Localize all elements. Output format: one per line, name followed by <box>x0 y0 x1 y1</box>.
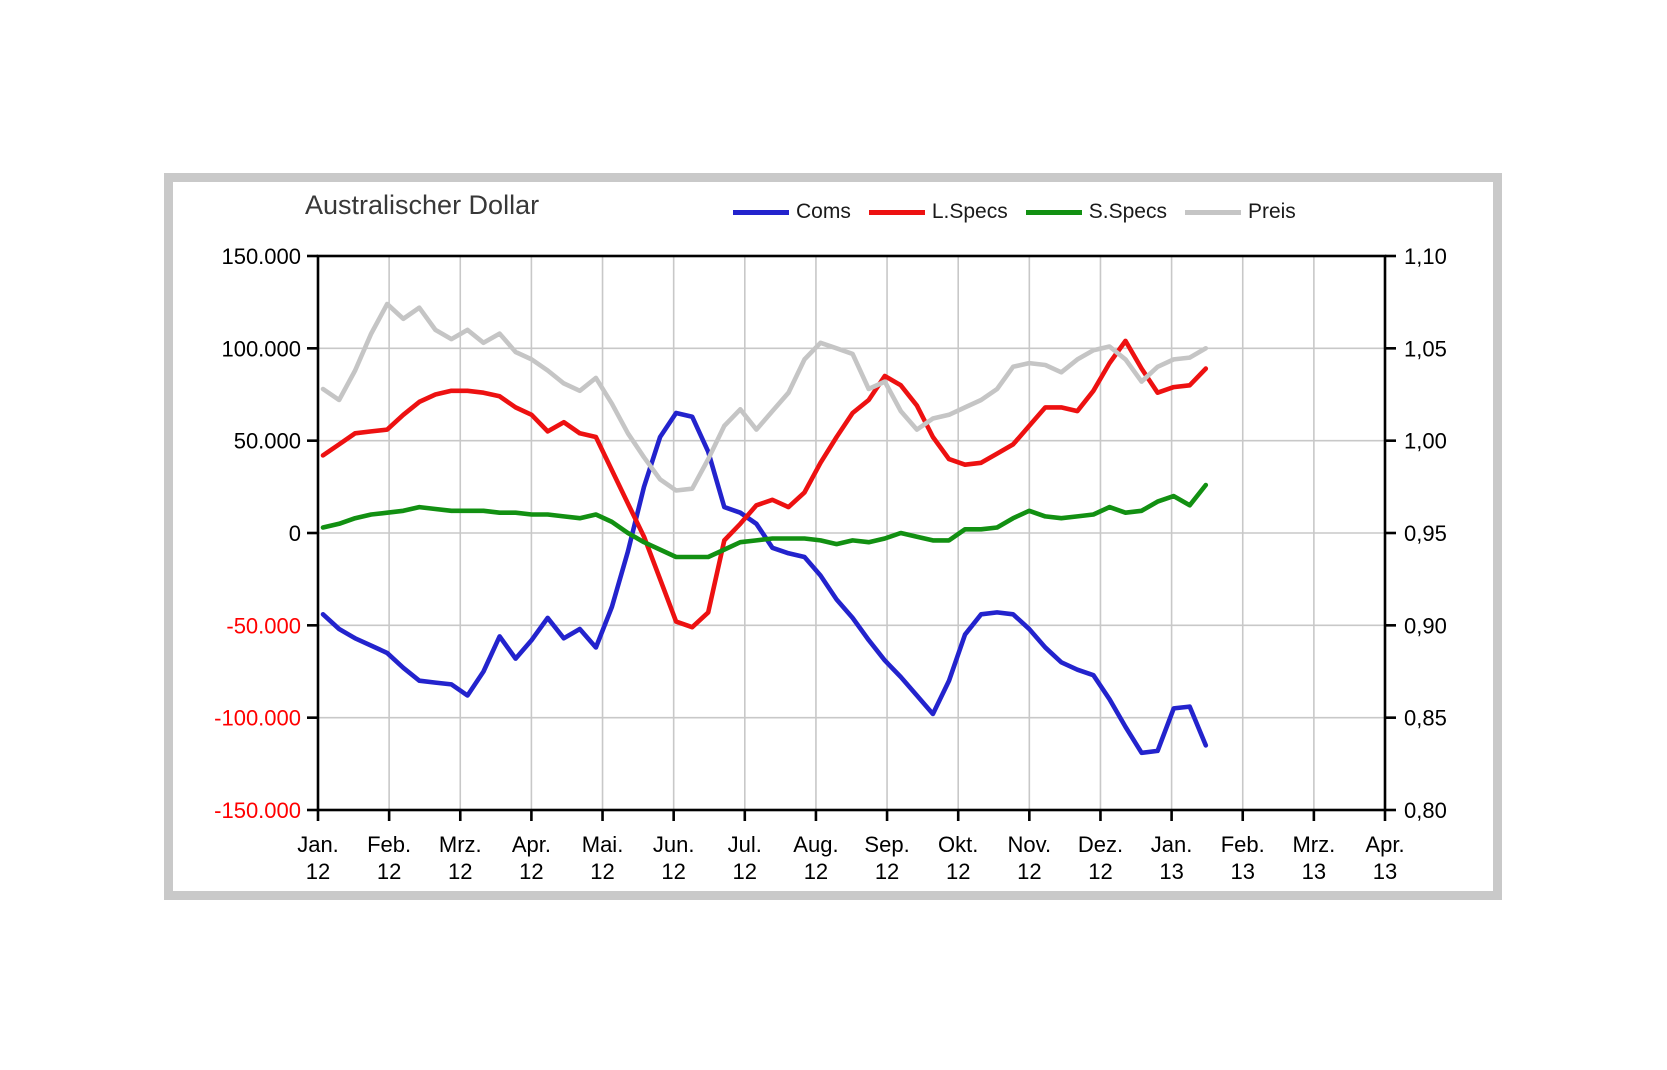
x-axis-label-year: 12 <box>306 859 330 884</box>
right-axis-label: 1,10 <box>1404 244 1447 269</box>
right-axis-label: 0,90 <box>1404 613 1447 638</box>
left-axis-label: -150.000 <box>214 798 301 823</box>
left-axis-label: 150.000 <box>221 244 301 269</box>
x-axis-label-month: Mrz. <box>439 832 482 857</box>
x-axis-label-year: 12 <box>946 859 970 884</box>
right-axis-label: 0,85 <box>1404 706 1447 731</box>
legend-swatch-lspecs <box>868 209 925 215</box>
x-axis-label-month: Aug. <box>793 832 838 857</box>
series-line-coms <box>320 410 1209 756</box>
series-line-sspecs <box>320 482 1209 560</box>
x-axis-label-month: Feb. <box>1221 832 1265 857</box>
legend-swatch-sspecs <box>1025 209 1082 215</box>
x-axis-label-year: 12 <box>1017 859 1041 884</box>
right-axis-label: 0,80 <box>1404 798 1447 823</box>
left-axis-label: 50.000 <box>234 429 301 454</box>
legend-label: S.Specs <box>1088 200 1167 223</box>
legend-item-sspecs: S.Specs <box>1025 200 1167 224</box>
x-axis-label-year: 13 <box>1230 859 1254 884</box>
x-axis-label-year: 12 <box>804 859 828 884</box>
x-axis-label-month: Dez. <box>1078 832 1123 857</box>
x-axis-label-month: Jul. <box>728 832 762 857</box>
legend-swatch-preis <box>1184 209 1241 215</box>
plot-area: 150.000 100.000 50.000 0 -50.000 -100.000 -150… <box>214 244 1447 884</box>
x-axis-label-year: 12 <box>1088 859 1112 884</box>
right-axis-label: 1,00 <box>1404 429 1447 454</box>
series-line-lspecs <box>320 338 1209 630</box>
left-axis-label: 0 <box>289 521 301 546</box>
x-axis-label-month: Jun. <box>653 832 695 857</box>
legend-label: L.Specs <box>931 200 1008 223</box>
x-axis-label-year: 13 <box>1302 859 1326 884</box>
right-axis-label: 0,95 <box>1404 521 1447 546</box>
x-axis-label-month: Apr. <box>512 832 551 857</box>
legend-item-lspecs: L.Specs <box>868 200 1008 224</box>
legend-item-coms: Coms <box>733 200 851 224</box>
legend-label: Coms <box>796 200 851 223</box>
left-axis-label: -100.000 <box>214 706 301 731</box>
chart-panel: Australischer Dollar Coms L.Specs S.Specs P… <box>164 173 1502 900</box>
right-axis-label: 1,05 <box>1404 336 1447 361</box>
x-axis-label-year: 12 <box>519 859 543 884</box>
left-axis-label: 100.000 <box>221 336 301 361</box>
x-axis-label-year: 13 <box>1373 859 1397 884</box>
chart-panel-inner: Australischer Dollar Coms L.Specs S.Specs P… <box>173 182 1493 891</box>
series-line-preis <box>320 301 1209 493</box>
legend-item-preis: Preis <box>1184 200 1296 224</box>
chart-title: Australischer Dollar <box>305 190 540 220</box>
x-axis-label-year: 12 <box>733 859 757 884</box>
x-axis-label-month: Okt. <box>938 832 978 857</box>
legend-label: Preis <box>1247 200 1296 223</box>
x-axis-label-year: 12 <box>590 859 614 884</box>
x-axis-label-year: 12 <box>377 859 401 884</box>
x-axis-label-month: Mai. <box>582 832 624 857</box>
legend: Coms L.Specs S.Specs Preis <box>733 200 1306 224</box>
x-axis-label-year: 12 <box>448 859 472 884</box>
x-axis-label-month: Apr. <box>1365 832 1404 857</box>
left-axis-label: -50.000 <box>226 613 301 638</box>
x-axis-label-month: Nov. <box>1008 832 1052 857</box>
x-axis-label-year: 13 <box>1159 859 1183 884</box>
x-axis-label-month: Sep. <box>864 832 909 857</box>
x-axis-label-month: Jan. <box>1151 832 1193 857</box>
x-axis-label-month: Mrz. <box>1292 832 1335 857</box>
x-axis-label-month: Feb. <box>367 832 411 857</box>
legend-swatch-coms <box>733 209 789 215</box>
x-axis-label-year: 12 <box>875 859 899 884</box>
x-axis-label-year: 12 <box>661 859 685 884</box>
x-axis-label-month: Jan. <box>297 832 339 857</box>
